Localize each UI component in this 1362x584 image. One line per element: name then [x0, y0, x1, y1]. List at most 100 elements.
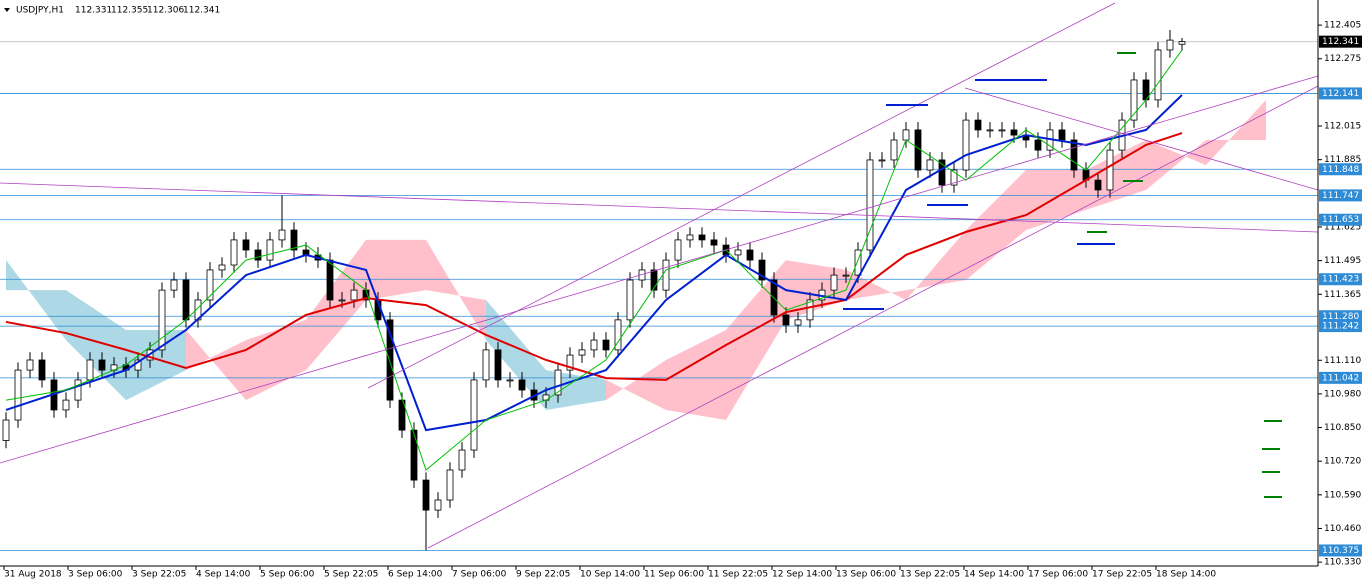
menu-arrow[interactable] [4, 8, 10, 12]
candle-body [926, 159, 934, 171]
candle-body [650, 269, 658, 291]
cloud-segment [246, 319, 306, 401]
candle-body [1154, 49, 1162, 101]
candle-body [446, 469, 454, 501]
header-low: 112.306 [147, 6, 184, 16]
candle-body [986, 129, 994, 132]
candle-body [710, 239, 718, 246]
candle-body [734, 249, 742, 256]
candle-body [410, 429, 418, 481]
candle-body [830, 274, 838, 291]
cloud-segment [6, 260, 66, 341]
cloud-segment [846, 269, 906, 300]
level-label-bg [1319, 371, 1362, 384]
x-tick-label: 18 Sep 14:00 [1156, 570, 1216, 580]
candle-body [290, 229, 298, 251]
candle-body [962, 119, 970, 171]
header-open: 112.331 [75, 6, 112, 16]
candle-body [974, 119, 982, 131]
x-tick-label: 11 Sep 06:00 [644, 570, 704, 580]
y-tick-label: 112.405 [1324, 21, 1361, 31]
candle-body [854, 249, 862, 276]
y-tick-label: 111.110 [1324, 356, 1361, 366]
y-tick-label: 111.495 [1324, 256, 1361, 266]
candle-body [398, 399, 406, 431]
candle-body [542, 394, 550, 401]
y-tick-label: 110.460 [1324, 524, 1361, 534]
candle-body [554, 369, 562, 396]
cloud-segment [1146, 140, 1206, 190]
y-tick-label: 111.365 [1324, 290, 1361, 300]
candle-body [1130, 79, 1138, 121]
candle-body [386, 319, 394, 401]
x-tick-label: 5 Sep 06:00 [260, 570, 315, 580]
candle-body [434, 499, 442, 511]
marker-segments [843, 52, 1282, 498]
cloud-segment [906, 230, 966, 300]
header-close: 112.341 [183, 6, 220, 16]
x-tick-label: 10 Sep 14:00 [580, 570, 640, 580]
candle-body [1094, 179, 1102, 191]
x-tick-label: 17 Sep 06:00 [1028, 570, 1088, 580]
candle-body [794, 319, 802, 326]
cloud-segment [666, 329, 726, 421]
candle-body [158, 289, 166, 351]
cloud-segment [606, 359, 666, 410]
y-tick-label: 110.590 [1324, 490, 1361, 500]
candle-body [626, 279, 634, 321]
x-tick-label: 4 Sep 14:00 [196, 570, 251, 580]
current-price-bg [1319, 35, 1362, 48]
candle-body [842, 274, 850, 277]
header-high: 112.355 [111, 6, 148, 16]
candle-body [566, 354, 574, 371]
cloud-segment [306, 239, 366, 371]
candle-body [1166, 39, 1174, 51]
level-label-bg [1319, 310, 1362, 323]
cloud-segment [1086, 140, 1146, 210]
candle-body [758, 259, 766, 281]
x-tick-label: 3 Sep 22:05 [132, 570, 186, 580]
level-label: 110.375 [1322, 546, 1359, 556]
x-tick-label: 31 Aug 2018 [4, 570, 62, 580]
y-tick-label: 110.720 [1324, 457, 1361, 467]
level-label: 111.848 [1322, 165, 1359, 175]
cloud-segment [66, 290, 126, 401]
trend-line [0, 182, 1319, 233]
candle-body [890, 139, 898, 161]
candle-body [518, 379, 526, 391]
candle-body [902, 129, 910, 141]
candle-body [878, 159, 886, 162]
x-tick-label: 13 Sep 06:00 [836, 570, 896, 580]
level-label-bg [1319, 320, 1362, 333]
level-label-bg [1319, 189, 1362, 202]
trend-line [0, 75, 1319, 464]
x-tick-label: 12 Sep 14:00 [772, 570, 832, 580]
candle-body [938, 159, 946, 186]
y-tick-label: 110.850 [1324, 423, 1361, 433]
candle-body [86, 359, 94, 381]
level-label: 111.242 [1322, 322, 1359, 332]
candle-body [1070, 139, 1078, 171]
y-tick-label: 112.015 [1324, 122, 1361, 132]
cloud-segment [426, 239, 486, 341]
x-tick-label: 13 Sep 22:05 [900, 570, 960, 580]
cloud-segment [366, 239, 426, 300]
candle-body [1034, 139, 1042, 151]
candle-body [494, 349, 502, 381]
y-tick-label: 110.330 [1324, 558, 1361, 568]
candle-body [1010, 129, 1018, 136]
candle-body [950, 169, 958, 186]
candle-body [782, 314, 790, 326]
x-tick-label: 17 Sep 22:05 [1092, 570, 1152, 580]
y-tick-label: 110.980 [1324, 389, 1361, 399]
moving-average [5, 94, 1183, 432]
candle-body [662, 259, 670, 291]
cloud-segment [966, 170, 1026, 281]
candle-body [350, 289, 358, 301]
candle-body [230, 239, 238, 266]
candle-body [674, 239, 682, 261]
cloud-segment [486, 299, 546, 410]
level-label: 111.747 [1322, 191, 1359, 201]
x-tick-label: 6 Sep 14:00 [388, 570, 443, 580]
